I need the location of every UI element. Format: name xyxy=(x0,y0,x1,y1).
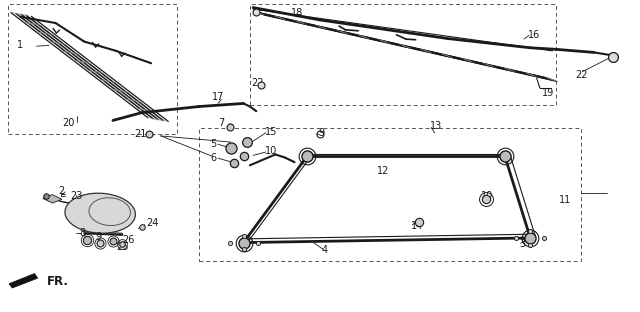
Polygon shape xyxy=(9,274,38,288)
Text: 4: 4 xyxy=(321,245,328,255)
Polygon shape xyxy=(43,195,62,203)
Text: 22: 22 xyxy=(575,70,588,80)
Text: 8: 8 xyxy=(79,228,85,238)
Bar xyxy=(8,4,177,134)
Text: 17: 17 xyxy=(212,92,224,102)
Text: 7: 7 xyxy=(218,118,224,128)
Ellipse shape xyxy=(65,193,136,233)
Text: 9: 9 xyxy=(96,232,102,242)
Text: 26: 26 xyxy=(122,235,135,245)
Text: 2: 2 xyxy=(59,186,65,196)
Text: 14: 14 xyxy=(410,221,423,231)
Text: 15: 15 xyxy=(264,127,277,137)
Text: 19: 19 xyxy=(541,88,554,98)
Text: 21: 21 xyxy=(134,129,147,139)
Text: 23: 23 xyxy=(70,191,83,201)
Text: 1: 1 xyxy=(17,40,24,50)
Text: 22: 22 xyxy=(251,78,264,88)
Text: 6: 6 xyxy=(211,153,216,163)
Text: 11: 11 xyxy=(559,195,572,205)
Text: 16: 16 xyxy=(528,30,540,40)
Text: 24: 24 xyxy=(147,218,159,228)
Text: 13: 13 xyxy=(429,121,442,131)
Text: FR.: FR. xyxy=(47,275,69,288)
Text: 9: 9 xyxy=(319,128,325,138)
Text: 5: 5 xyxy=(211,139,217,149)
Bar xyxy=(250,4,556,105)
Text: 10: 10 xyxy=(481,191,493,201)
Text: 25: 25 xyxy=(116,242,129,252)
Text: 10: 10 xyxy=(264,146,277,156)
Text: 18: 18 xyxy=(291,8,303,18)
Bar xyxy=(199,128,581,261)
Text: 3: 3 xyxy=(519,239,525,249)
Text: 12: 12 xyxy=(378,166,390,176)
Text: 20: 20 xyxy=(62,118,74,128)
